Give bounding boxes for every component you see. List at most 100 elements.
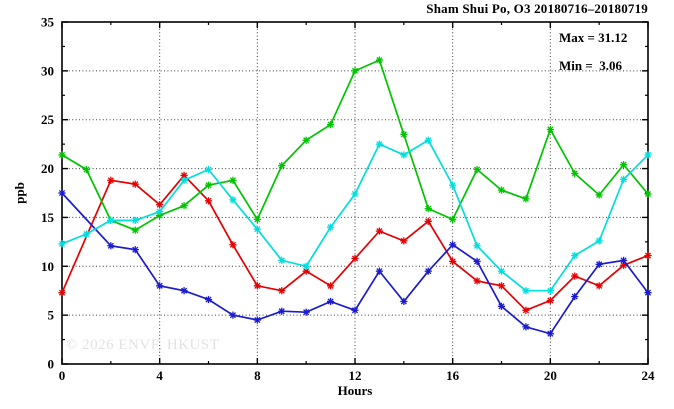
- series-blue-marker: [229, 311, 237, 319]
- watermark: © 2026 ENVF, HKUST: [66, 337, 220, 353]
- y-tick-label: 0: [48, 357, 55, 372]
- series-red-marker: [473, 277, 481, 285]
- max-value-label: Max = 31.12: [559, 30, 628, 45]
- series-cyan-marker: [595, 237, 603, 245]
- series-cyan-marker: [253, 225, 261, 233]
- y-tick-label: 10: [41, 259, 54, 274]
- series-green-marker: [400, 130, 408, 138]
- series-green-marker: [644, 190, 652, 198]
- series-green-marker: [204, 181, 213, 189]
- series-red-marker: [375, 227, 384, 235]
- series-green-marker: [253, 215, 261, 223]
- series-red-marker: [497, 282, 506, 290]
- series-cyan-marker: [278, 256, 286, 265]
- series-green-marker: [546, 125, 554, 134]
- series-red-marker: [107, 176, 115, 184]
- series-cyan-marker: [351, 190, 359, 198]
- max-min-annotation: Max = 31.12 Min = 3.06: [559, 31, 627, 73]
- series-blue-marker: [424, 267, 432, 275]
- series-blue-marker: [156, 282, 164, 290]
- series-red-line: [61, 174, 649, 312]
- x-tick-label: 0: [59, 368, 66, 383]
- series-cyan-marker: [156, 207, 164, 216]
- series-cyan-marker: [473, 242, 481, 250]
- series-green-marker: [571, 169, 579, 178]
- series-red-marker: [351, 254, 359, 263]
- series-cyan-marker: [131, 216, 139, 224]
- y-tick-label: 20: [41, 161, 54, 176]
- series-blue-marker: [107, 242, 115, 250]
- series-cyan-marker: [522, 287, 530, 295]
- series-cyan-marker: [229, 196, 237, 204]
- series-blue-marker: [619, 256, 628, 265]
- series-green-marker: [522, 195, 530, 203]
- chart-title: Sham Shui Po, O3 20180716–20180719: [426, 1, 648, 16]
- series-blue-marker: [497, 302, 506, 310]
- series-cyan-marker: [400, 151, 408, 159]
- series-red-marker: [278, 287, 286, 295]
- series-blue-marker: [546, 330, 554, 338]
- series-green-marker: [180, 202, 188, 210]
- series-green-marker: [229, 176, 237, 184]
- series-red-marker: [571, 272, 579, 280]
- series-cyan-marker: [424, 136, 432, 144]
- series-green-marker: [424, 205, 432, 213]
- series-red-marker: [326, 282, 335, 290]
- series-blue-marker: [326, 297, 335, 306]
- series-red-marker: [131, 180, 139, 188]
- y-axis-label: ppb: [12, 182, 27, 204]
- series-red-marker: [424, 217, 432, 225]
- series-cyan-line: [61, 139, 649, 292]
- series-blue-marker: [58, 189, 66, 197]
- series-red-marker: [204, 197, 213, 205]
- series-green-marker: [473, 165, 481, 174]
- y-tick-label: 15: [41, 210, 55, 225]
- series-red-marker: [400, 237, 408, 245]
- series-cyan-marker: [326, 223, 335, 231]
- series-red-marker: [58, 289, 66, 297]
- series-blue: [58, 189, 652, 338]
- series-cyan-marker: [449, 181, 457, 189]
- series-green-marker: [58, 151, 66, 159]
- min-value-label: Min = 3.06: [559, 58, 623, 73]
- series-red-marker: [522, 306, 530, 314]
- tick-labels: 0 5 10 15 20 25 30 35 0 4 8 12 16 20 24: [41, 15, 655, 384]
- series-green-marker: [497, 186, 506, 194]
- axis-ticks: [61, 21, 649, 365]
- series-blue-marker: [131, 246, 139, 254]
- series-green-marker: [131, 226, 139, 234]
- series-green-marker: [351, 67, 359, 75]
- y-tick-label: 35: [41, 15, 55, 30]
- series-green-marker: [375, 56, 384, 64]
- x-tick-label: 8: [254, 368, 261, 383]
- x-tick-label: 20: [544, 368, 557, 383]
- series-red-marker: [253, 282, 261, 290]
- series-blue-marker: [400, 297, 408, 306]
- y-tick-label: 30: [41, 63, 54, 78]
- series-blue-marker: [522, 323, 530, 331]
- y-tick-label: 5: [48, 308, 55, 323]
- series-blue-marker: [595, 260, 603, 268]
- series-cyan-marker: [58, 240, 66, 248]
- series-cyan-marker: [82, 230, 91, 238]
- x-tick-label: 16: [446, 368, 460, 383]
- series-red-marker: [156, 201, 164, 209]
- series-cyan-marker: [571, 251, 579, 260]
- series-red-marker: [644, 251, 652, 260]
- series-green-marker: [278, 162, 286, 170]
- series-red-marker: [449, 257, 457, 265]
- series-red-marker: [229, 241, 237, 249]
- x-axis-label: Hours: [337, 383, 373, 398]
- series-cyan-marker: [107, 216, 115, 224]
- series-green-marker: [595, 191, 603, 199]
- series-blue-marker: [302, 308, 310, 316]
- series-cyan: [58, 136, 652, 295]
- series-green-marker: [302, 136, 310, 144]
- series-green-marker: [449, 215, 457, 223]
- x-tick-label: 12: [349, 368, 362, 383]
- series-blue-marker: [449, 241, 457, 249]
- series-blue-marker: [473, 257, 481, 265]
- series-green-marker: [619, 161, 628, 169]
- series-red-marker: [546, 296, 554, 305]
